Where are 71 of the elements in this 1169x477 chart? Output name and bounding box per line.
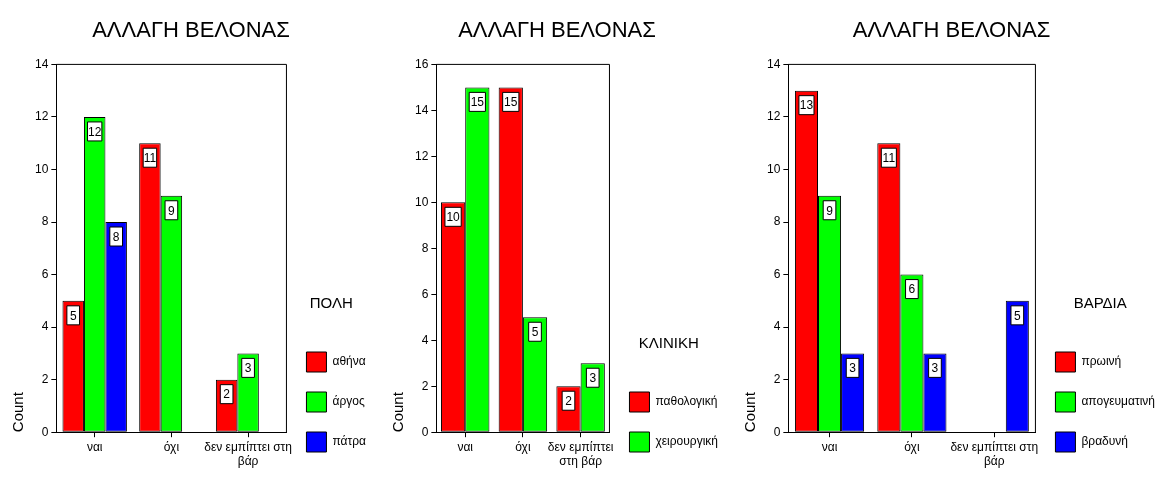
y-tick-label: 2 <box>421 378 429 393</box>
data-label: 9 <box>826 203 834 218</box>
chart-title: ΑΛΛΑΓΗ ΒΕΛΟΝΑΣ <box>458 17 656 43</box>
y-tick-label: 6 <box>421 286 429 301</box>
data-label: 2 <box>565 394 573 409</box>
legend-label: πάτρα <box>332 434 367 449</box>
y-tick-label: 12 <box>766 109 781 124</box>
y-tick-label: 10 <box>34 161 49 176</box>
legend-label: πρωινή <box>1081 354 1122 369</box>
data-label: 11 <box>882 151 896 166</box>
y-axis-title: Count <box>9 391 27 433</box>
legend-label: παθολογική <box>655 394 718 409</box>
data-label: 11 <box>143 151 157 166</box>
y-tick-label: 0 <box>773 424 781 439</box>
y-tick-label: 10 <box>766 161 781 176</box>
x-tick-label: δεν εμπίπτει στη βάρ <box>204 439 292 469</box>
y-tick-label: 12 <box>34 109 49 124</box>
data-label: 5 <box>531 325 539 340</box>
data-label: 8 <box>112 229 120 244</box>
y-tick-label: 12 <box>414 148 429 163</box>
legend-label: βραδυνή <box>1081 434 1129 449</box>
y-tick-label: 4 <box>421 332 429 347</box>
y-axis-title: Count <box>741 391 759 433</box>
data-label: 12 <box>88 124 102 139</box>
y-tick-label: 8 <box>773 214 781 229</box>
data-label: 10 <box>446 210 461 225</box>
legend-label: άργος <box>332 394 365 409</box>
y-tick-label: 0 <box>421 424 429 439</box>
data-label: 15 <box>470 95 485 110</box>
x-tick-label: όχι <box>904 439 920 454</box>
x-tick-label: ναι <box>821 439 838 454</box>
y-tick-label: 4 <box>41 319 49 334</box>
data-label: 3 <box>931 361 939 376</box>
y-tick-label: 16 <box>414 56 429 71</box>
y-tick-label: 2 <box>41 371 49 386</box>
legend-label: απογευματινή <box>1081 394 1156 409</box>
y-tick-label: 2 <box>773 371 781 386</box>
legend-label: αθήνα <box>332 354 366 369</box>
x-tick-label: όχι <box>163 439 180 454</box>
y-tick-label: 14 <box>414 102 429 117</box>
y-tick-label: 14 <box>34 56 49 71</box>
data-label: 3 <box>849 361 857 376</box>
data-label: 15 <box>504 95 518 110</box>
data-label: 6 <box>908 282 916 297</box>
y-tick-label: 14 <box>766 56 781 71</box>
y-tick-label: 8 <box>421 240 429 255</box>
data-label: 3 <box>589 371 597 386</box>
data-label: 9 <box>168 203 176 218</box>
x-tick-label: ναι <box>86 439 103 454</box>
x-tick-label: δεν εμπίπτει στη βάρ <box>547 439 614 469</box>
legend-title: ΒΑΡΔΙΑ <box>1073 293 1127 311</box>
legend-title: ΠΟΛΗ <box>309 293 353 311</box>
x-tick-label: δεν εμπίπτει στη βάρ <box>950 439 1039 469</box>
data-label: 13 <box>799 98 814 113</box>
chart-title: ΑΛΛΑΓΗ ΒΕΛΟΝΑΣ <box>92 17 290 43</box>
x-tick-label: όχι <box>515 439 531 454</box>
legend-label: χειρουργική <box>655 434 718 449</box>
data-label: 5 <box>69 308 77 323</box>
data-label: 5 <box>1013 308 1021 323</box>
chart-title: ΑΛΛΑΓΗ ΒΕΛΟΝΑΣ <box>852 17 1051 43</box>
x-tick-label: ναι <box>457 439 474 454</box>
y-tick-label: 8 <box>41 214 49 229</box>
legend-title: ΚΛΙΝΙΚΗ <box>638 333 699 351</box>
y-tick-label: 6 <box>773 266 781 281</box>
y-tick-label: 0 <box>41 424 49 439</box>
y-axis-title: Count <box>389 391 407 433</box>
y-tick-label: 6 <box>41 266 49 281</box>
data-label: 2 <box>223 387 231 402</box>
data-label: 3 <box>244 361 252 376</box>
y-tick-label: 4 <box>773 319 781 334</box>
y-tick-label: 10 <box>414 194 429 209</box>
